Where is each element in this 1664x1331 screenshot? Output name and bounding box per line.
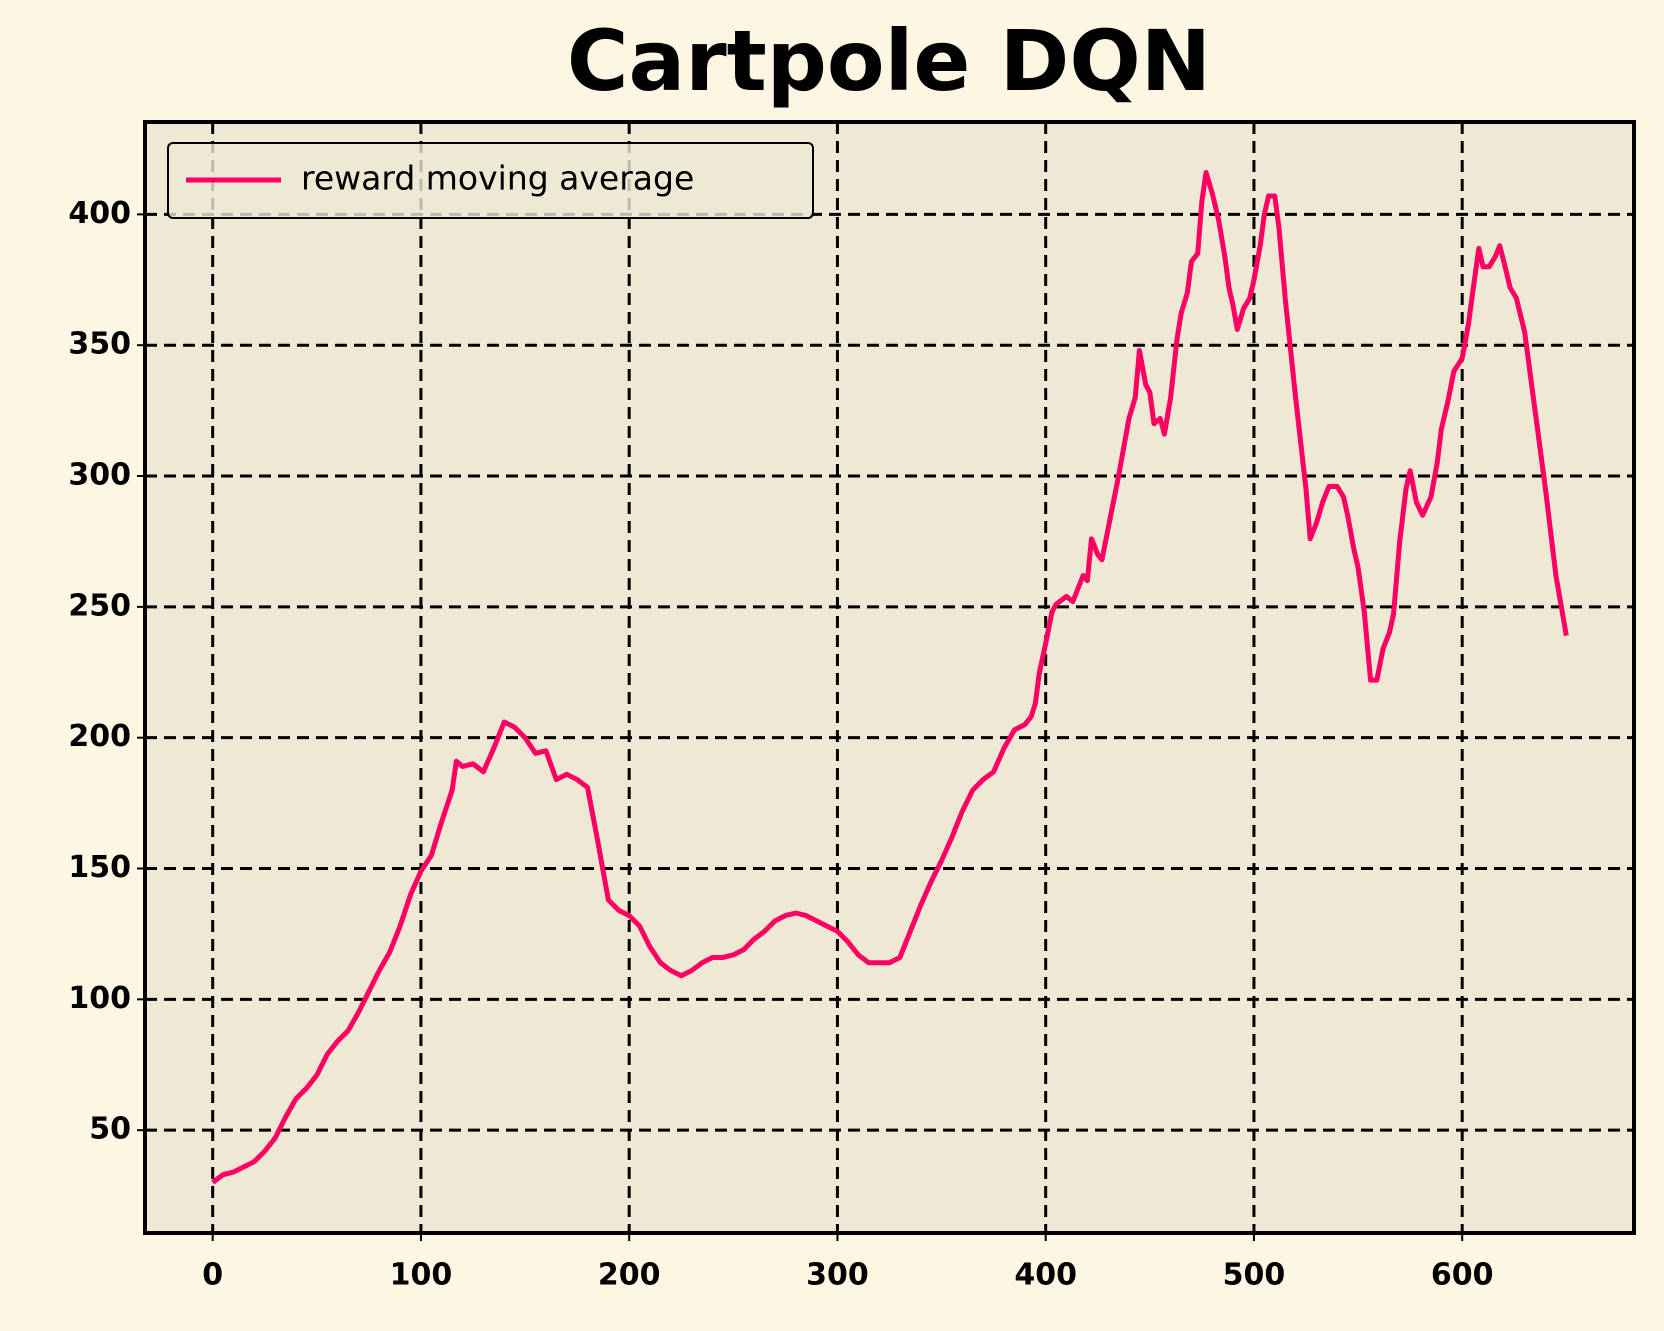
x-tick-label: 300	[806, 1258, 869, 1293]
y-tick-label: 300	[68, 458, 131, 493]
y-tick-label: 150	[68, 850, 131, 885]
axes-frame	[143, 120, 1636, 1235]
x-tick-label: 500	[1223, 1258, 1286, 1293]
y-tick-label: 400	[68, 196, 131, 231]
x-tick-label: 0	[202, 1258, 223, 1293]
y-tick-label: 50	[89, 1112, 131, 1147]
x-tick-label: 100	[390, 1258, 453, 1293]
y-tick-label: 100	[68, 981, 131, 1016]
x-tick-label: 200	[598, 1258, 661, 1293]
x-tick-label: 400	[1014, 1258, 1077, 1293]
x-tick-label: 600	[1431, 1258, 1494, 1293]
y-tick-label: 200	[68, 719, 131, 754]
y-tick-label: 250	[68, 588, 131, 623]
legend-box	[167, 142, 814, 219]
chart-title: Cartpole DQN	[567, 12, 1211, 110]
plot-area	[145, 122, 1634, 1233]
legend-label: reward moving average	[301, 159, 694, 198]
data-line	[211, 170, 1569, 1185]
y-tick-label: 350	[68, 327, 131, 362]
